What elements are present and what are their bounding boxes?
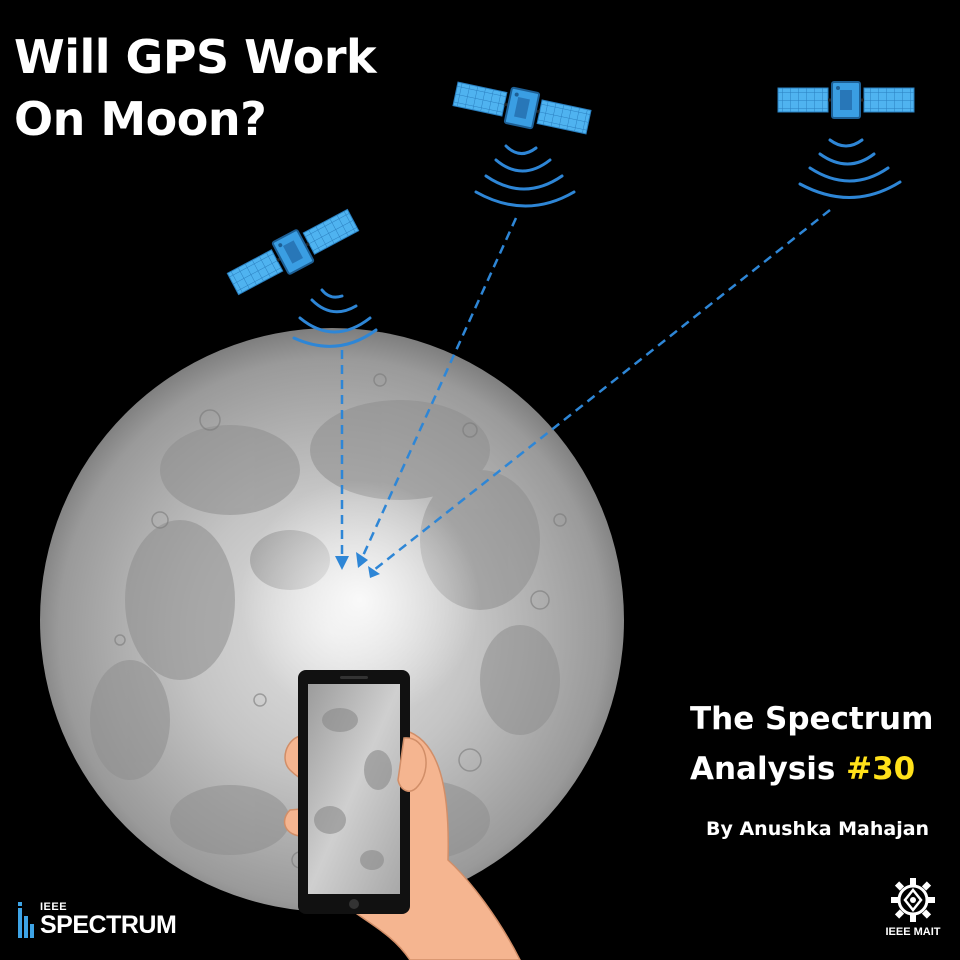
brand-bottom-text: SPECTRUM <box>40 911 177 939</box>
author-byline: By Anushka Mahajan <box>706 818 930 840</box>
signal-paths <box>340 209 831 571</box>
series-heading: The Spectrum Analysis #30 <box>690 694 933 794</box>
smartphone-icon <box>298 670 410 914</box>
series-line-2: Analysis #30 <box>690 744 933 794</box>
satellite-icon <box>776 80 916 120</box>
club-label: IEEE MAIT <box>885 926 941 938</box>
title-line-2: On Moon? <box>14 92 267 146</box>
brand-top-text: IEEE <box>40 901 68 913</box>
series-label: Analysis <box>690 751 847 787</box>
gear-icon <box>891 878 935 922</box>
thumb <box>397 737 427 792</box>
spectrum-logo-icon <box>18 902 34 938</box>
issue-number: #30 <box>846 751 916 787</box>
ieee-spectrum-logo: IEEE SPECTRUM <box>18 901 177 939</box>
satellite-icon <box>450 74 594 142</box>
ieee-mait-logo: IEEE MAIT <box>878 876 948 938</box>
arrow-heads <box>335 552 380 578</box>
signal-waves <box>292 138 902 348</box>
satellite-icon <box>223 202 363 302</box>
page-title: Will GPS Work On Moon? <box>14 26 377 150</box>
title-line-1: Will GPS Work <box>14 30 377 84</box>
series-line-1: The Spectrum <box>690 701 934 737</box>
